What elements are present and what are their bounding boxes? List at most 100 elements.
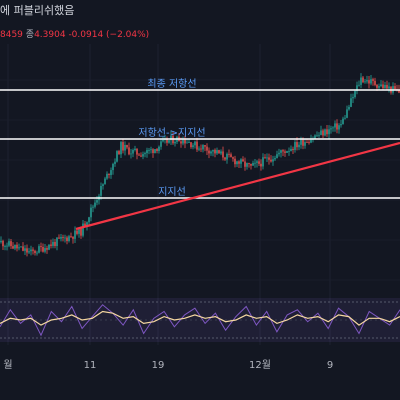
trendline[interactable] <box>75 141 400 231</box>
candle <box>384 81 386 90</box>
candle <box>336 119 338 134</box>
candle <box>186 139 188 144</box>
candle <box>124 141 126 156</box>
candle <box>326 125 328 137</box>
candle <box>184 135 186 149</box>
candle <box>204 145 206 152</box>
candle <box>74 226 76 244</box>
candle <box>136 148 138 160</box>
candle <box>112 162 114 175</box>
level-2[interactable]: 저항선->지지선 <box>0 127 400 140</box>
candle <box>286 150 288 153</box>
candle <box>228 149 230 158</box>
candle <box>10 238 12 250</box>
candle <box>368 75 370 89</box>
candle <box>282 149 284 156</box>
candle <box>218 149 220 154</box>
candle <box>114 158 116 167</box>
candle <box>350 93 352 108</box>
candle <box>232 156 234 162</box>
candle <box>156 148 158 154</box>
candle <box>34 249 36 256</box>
candle <box>30 245 32 256</box>
level-1[interactable]: 최종 저항선 <box>0 78 400 91</box>
candle <box>258 158 260 166</box>
candle <box>382 80 384 90</box>
candle <box>268 153 270 165</box>
candle <box>324 128 326 137</box>
candle <box>92 204 94 213</box>
candle <box>152 148 154 158</box>
candle <box>246 162 248 170</box>
candle <box>102 183 104 190</box>
candle <box>332 126 334 132</box>
change-value: -0.0914 (−2.04%) <box>68 30 150 40</box>
candle <box>100 182 102 200</box>
trendline-group[interactable] <box>75 141 400 231</box>
candle <box>364 79 366 84</box>
candle <box>182 136 184 146</box>
candle <box>348 104 350 111</box>
candle <box>38 244 40 254</box>
candle <box>44 243 46 254</box>
candle <box>248 162 250 168</box>
candle <box>374 77 376 87</box>
candle <box>72 236 74 244</box>
candle <box>78 227 80 238</box>
candle <box>42 243 44 253</box>
candle <box>90 204 92 222</box>
candle <box>386 80 388 90</box>
candle <box>294 139 296 153</box>
candle <box>250 163 252 170</box>
candle <box>48 244 50 251</box>
candle <box>106 171 108 180</box>
candle <box>240 158 242 169</box>
candle <box>340 120 342 128</box>
candle <box>82 219 84 238</box>
candle <box>188 139 190 143</box>
candle <box>122 139 124 154</box>
candle <box>284 149 286 157</box>
candle <box>330 125 332 134</box>
candle <box>60 233 62 242</box>
candle <box>12 242 14 250</box>
level-3[interactable]: 지지선 <box>0 186 400 199</box>
candle <box>26 244 28 257</box>
x-tick-label: 12월 <box>249 359 271 371</box>
candle <box>158 145 160 154</box>
candle <box>28 247 30 255</box>
candle <box>372 77 374 86</box>
candle <box>24 245 26 256</box>
candle <box>0 236 2 244</box>
candle <box>288 147 290 156</box>
candle <box>146 147 148 158</box>
close-value: 4.3904 <box>34 30 66 40</box>
candle <box>334 120 336 132</box>
close-label: 종 <box>25 30 35 40</box>
candle <box>128 142 130 156</box>
candle <box>110 167 112 179</box>
candle <box>242 156 244 162</box>
candle <box>130 148 132 159</box>
candle <box>14 244 16 251</box>
candle <box>380 80 382 88</box>
candle <box>388 82 390 93</box>
candle <box>316 131 318 137</box>
candle <box>32 247 34 255</box>
candle <box>254 159 256 168</box>
candle <box>174 138 176 147</box>
candle <box>320 125 322 136</box>
candle <box>194 140 196 149</box>
candle <box>52 238 54 249</box>
candle <box>210 150 212 156</box>
candle <box>132 148 134 158</box>
chart-header: 에 퍼블리쉬했음 8459 종4.3904 -0.0914 (−2.04%) <box>0 0 400 44</box>
x-axis: 월 11 19 12월 9 <box>3 359 333 371</box>
candle <box>266 153 268 162</box>
x-tick-label: 월 <box>3 359 12 371</box>
candle <box>278 148 280 157</box>
candle <box>220 149 222 156</box>
candle <box>234 155 236 168</box>
